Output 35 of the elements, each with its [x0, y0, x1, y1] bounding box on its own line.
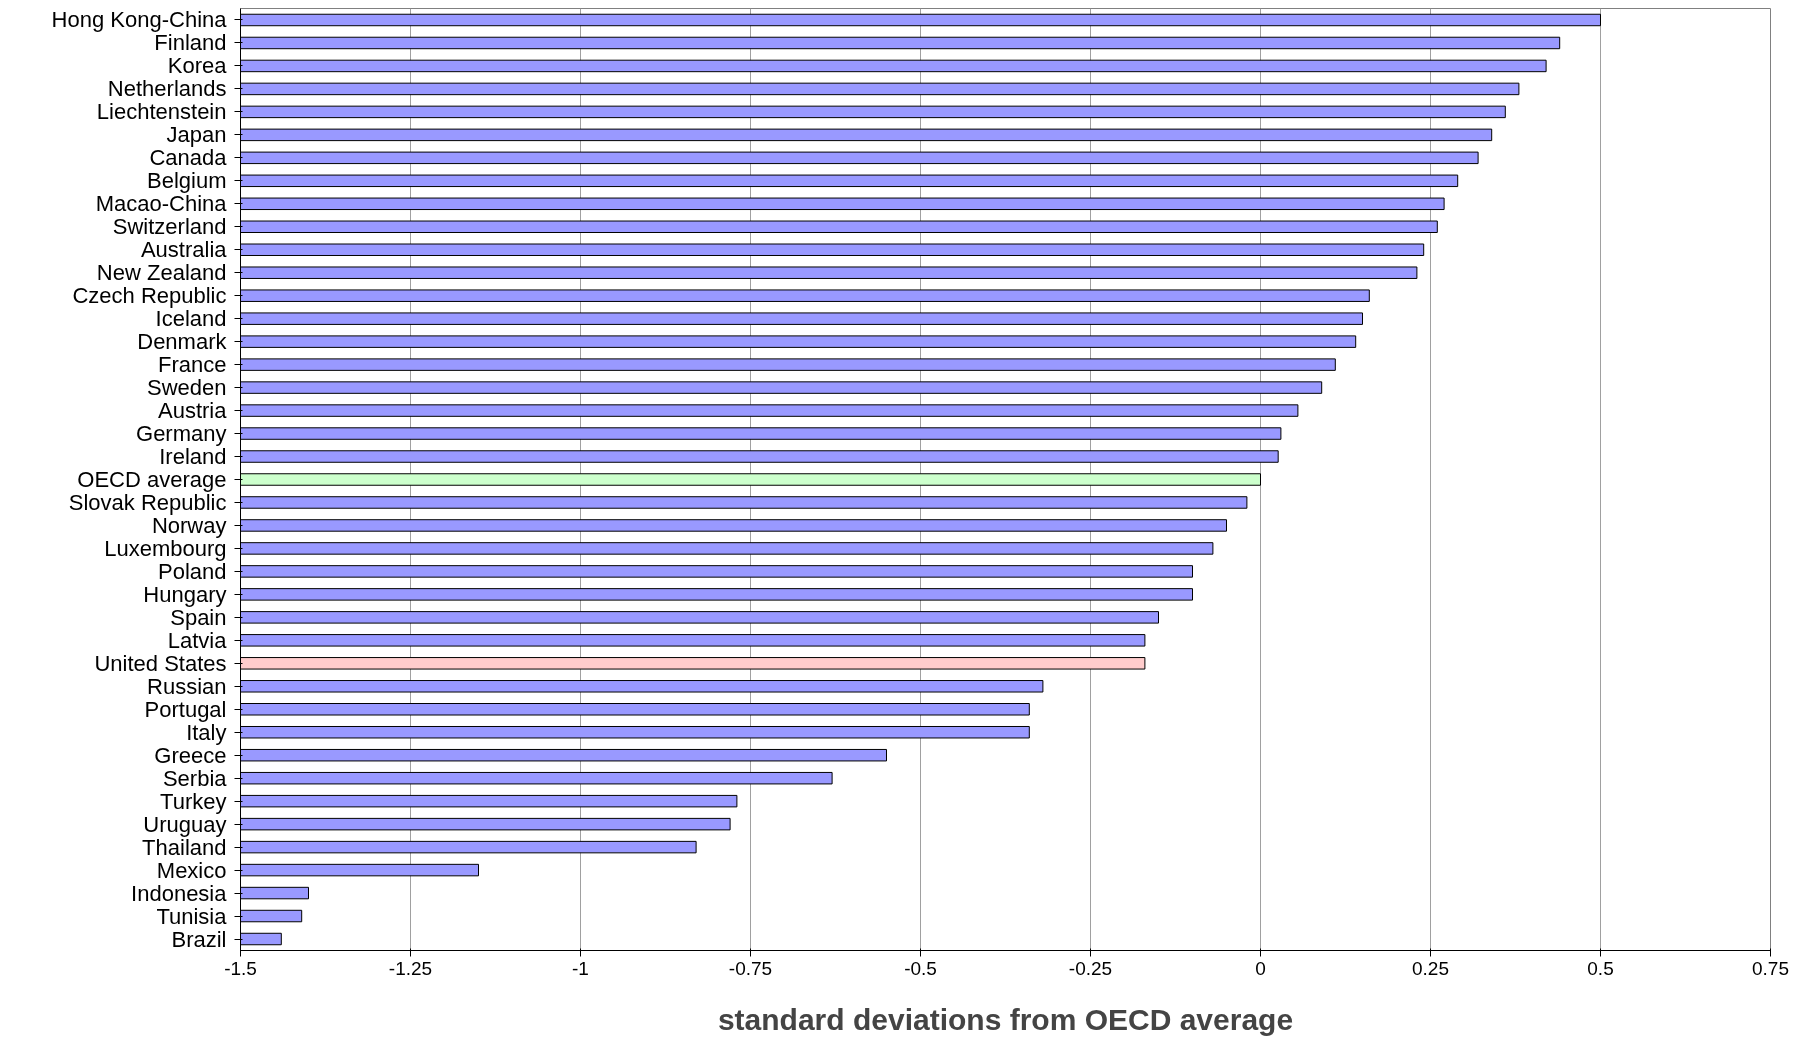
y-tick-label: Turkey — [160, 788, 227, 814]
y-tick-label: Brazil — [171, 926, 227, 952]
y-tick-label: Serbia — [162, 765, 228, 791]
x-tick-label: -1.5 — [224, 957, 257, 979]
x-tick-label: -1.25 — [388, 957, 433, 979]
y-tick-label: United States — [94, 650, 227, 676]
y-tick-label: Korea — [167, 53, 228, 79]
y-tick-label: Netherlands — [107, 76, 227, 102]
y-tick-label: Czech Republic — [72, 283, 227, 309]
x-tick-label: 0.25 — [1412, 957, 1449, 979]
x-tick-label: -0.75 — [728, 957, 773, 979]
y-tick-label: Sweden — [147, 375, 227, 401]
x-tick-label: -0.25 — [1068, 957, 1113, 979]
y-tick-label: Germany — [136, 421, 227, 447]
y-tick-label: Hong Kong-China — [51, 7, 228, 33]
x-tick-label: 0 — [1255, 957, 1266, 979]
y-tick-label: Russian — [147, 673, 227, 699]
y-tick-label: Tunisia — [156, 903, 228, 929]
y-tick-label: Mexico — [156, 857, 227, 883]
x-tick-label: 0.5 — [1587, 957, 1614, 979]
y-tick-label: Indonesia — [131, 880, 228, 906]
x-tick-label: -1 — [572, 957, 589, 979]
y-tick-label: OECD average — [77, 467, 227, 492]
y-tick-label: Austria — [158, 398, 228, 424]
x-tick-label: -0.5 — [904, 957, 937, 979]
x-tick-label: 0.75 — [1752, 957, 1789, 979]
x-axis-title: standard deviations from OECD average — [717, 1002, 1294, 1036]
y-tick-label: France — [158, 352, 227, 378]
y-tick-label: Australia — [140, 237, 228, 263]
y-tick-label: Belgium — [147, 168, 227, 194]
y-tick-label: New Zealand — [96, 260, 227, 286]
y-tick-label: Switzerland — [112, 214, 227, 240]
y-tick-label: Denmark — [137, 329, 228, 355]
y-tick-label: Japan — [166, 122, 227, 148]
y-tick-label: Liechtenstein — [96, 99, 227, 125]
